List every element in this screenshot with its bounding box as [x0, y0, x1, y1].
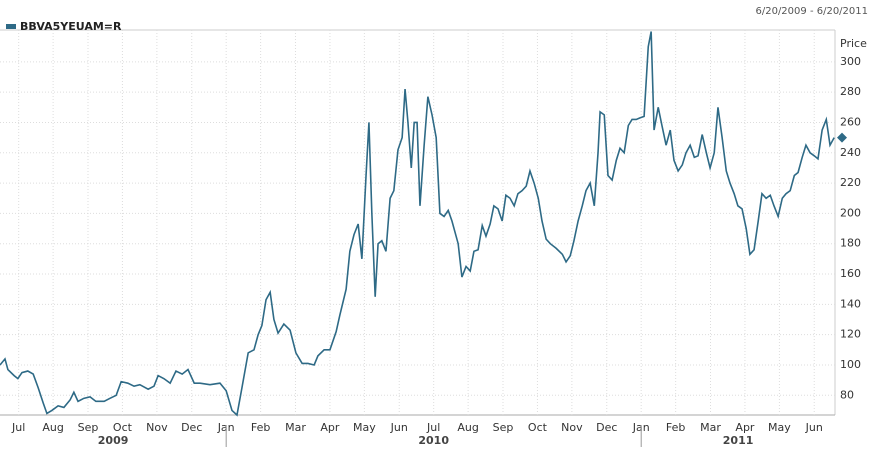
x-tick-label: Aug	[42, 421, 63, 434]
x-tick-label: Sep	[78, 421, 99, 434]
date-range: 6/20/2009 - 6/20/2011	[755, 6, 868, 17]
x-tick-label: Feb	[251, 421, 270, 434]
y-tick-label: 120	[840, 328, 861, 341]
x-tick-label: Apr	[320, 421, 340, 434]
year-label: 2011	[723, 434, 754, 447]
year-label: 2009	[98, 434, 129, 447]
y-tick-label: 280	[840, 85, 861, 98]
y-tick-label: 220	[840, 176, 861, 189]
x-tick-label: Nov	[561, 421, 583, 434]
x-tick-label: May	[768, 421, 791, 434]
x-tick-label: Jul	[11, 421, 25, 434]
x-tick-label: Nov	[146, 421, 168, 434]
y-tick-label: 100	[840, 358, 861, 371]
x-tick-label: Jul	[426, 421, 440, 434]
y-tick-label: 260	[840, 115, 861, 128]
x-tick-label: Sep	[493, 421, 514, 434]
price-line	[0, 31, 835, 417]
x-tick-label: Oct	[528, 421, 548, 434]
y-tick-label: 80	[840, 388, 854, 401]
x-tick-label: May	[353, 421, 376, 434]
x-tick-label: Mar	[285, 421, 306, 434]
x-tick-label: Jun	[805, 421, 823, 434]
legend-swatch	[6, 24, 16, 29]
x-tick-label: Feb	[666, 421, 685, 434]
x-tick-label: Apr	[735, 421, 755, 434]
y-tick-label: 240	[840, 146, 861, 159]
x-tick-label: Dec	[596, 421, 617, 434]
legend-label: BBVA5YEUAM=R	[20, 20, 122, 33]
y-tick-label: 200	[840, 206, 861, 219]
y-tick-label: 180	[840, 237, 861, 250]
x-tick-label: Aug	[457, 421, 478, 434]
x-tick-label: Oct	[113, 421, 133, 434]
x-tick-label: Jun	[390, 421, 408, 434]
y-tick-label: 160	[840, 267, 861, 280]
y-tick-label: 140	[840, 297, 861, 310]
y-axis-label: Price	[840, 37, 867, 50]
last-value-marker	[837, 132, 847, 143]
y-tick-label: 300	[840, 55, 861, 68]
year-label: 2010	[418, 434, 449, 447]
x-tick-label: Dec	[181, 421, 202, 434]
x-tick-label: Mar	[700, 421, 721, 434]
